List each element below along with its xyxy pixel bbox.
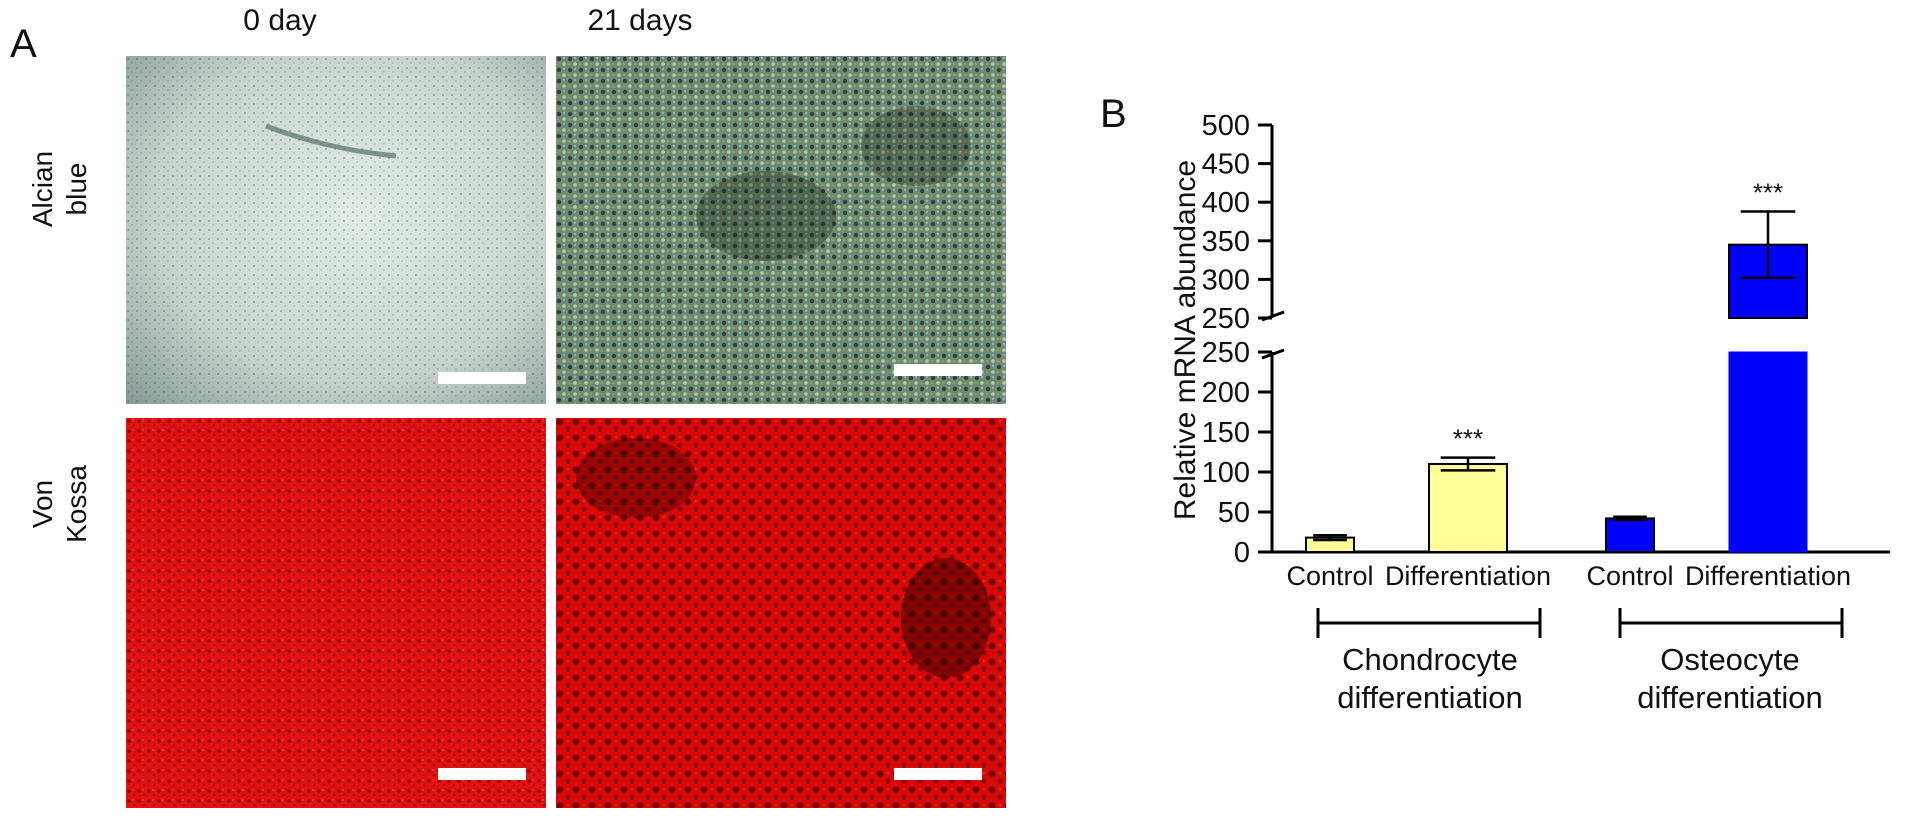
column-title-day0: 0 day bbox=[243, 4, 317, 37]
bar-lower-segment bbox=[1728, 351, 1808, 553]
micrograph-von-kossa-day21 bbox=[556, 418, 1006, 808]
y-tick-label: 400 bbox=[1202, 187, 1250, 219]
row-label-vonkossa-line1: Von bbox=[27, 479, 58, 529]
y-tick-label: 450 bbox=[1202, 149, 1250, 181]
panel-b-letter: B bbox=[1100, 92, 1127, 136]
micrograph-von-kossa-day21-image bbox=[556, 418, 1006, 808]
bar bbox=[1605, 517, 1655, 553]
column-title-day21: 21 days bbox=[587, 4, 693, 37]
y-tick-label: 150 bbox=[1202, 417, 1250, 449]
y-tick-label: 100 bbox=[1202, 457, 1250, 489]
x-category-label: Control bbox=[1586, 561, 1673, 591]
scale-bar bbox=[894, 768, 982, 780]
significance-label: *** bbox=[1753, 177, 1783, 207]
group-label-osteocyte-line1: Osteocyte bbox=[1660, 642, 1800, 677]
significance-label: *** bbox=[1453, 424, 1483, 454]
row-label-alcian-line1: Alcian bbox=[27, 150, 58, 228]
scale-bar bbox=[438, 372, 526, 384]
scale-bar bbox=[894, 364, 982, 376]
panel-a-letter: A bbox=[10, 22, 37, 66]
y-tick-label: 350 bbox=[1202, 226, 1250, 258]
group-bracket-osteocyte bbox=[1618, 608, 1844, 638]
micrograph-alcian-blue-day21 bbox=[556, 56, 1006, 404]
row-label-von-kossa: Von Kossa bbox=[26, 404, 94, 604]
y-axis-label: Relative mRNA abundance bbox=[1169, 160, 1202, 520]
group-label-chondrocyte-line1: Chondrocyte bbox=[1342, 642, 1518, 677]
micrograph-alcian-blue-day0-image bbox=[126, 56, 546, 404]
micrograph-alcian-blue-day21-image bbox=[556, 56, 1006, 404]
scale-bar bbox=[438, 768, 526, 780]
row-label-alcian-blue: Alcian blue bbox=[26, 89, 94, 289]
micrograph-von-kossa-day0-image bbox=[126, 418, 546, 808]
y-tick-label: 0 bbox=[1234, 537, 1250, 569]
micrograph-von-kossa-day0 bbox=[126, 418, 546, 808]
y-tick-label: 500 bbox=[1202, 110, 1250, 142]
micrograph-alcian-blue-day0 bbox=[126, 56, 546, 404]
y-tick-label: 200 bbox=[1202, 377, 1250, 409]
y-tick-label: 300 bbox=[1202, 264, 1250, 296]
row-label-alcian-line2: blue bbox=[61, 162, 92, 216]
group-bracket-chondrocyte bbox=[1316, 608, 1542, 638]
y-tick-label: 250 bbox=[1202, 337, 1250, 369]
x-category-label: Control bbox=[1286, 561, 1373, 591]
y-tick-label: 250 bbox=[1202, 303, 1250, 335]
bar bbox=[1428, 463, 1508, 553]
bar-chart: 0 50 100 150 200 250 250 300 350 400 450 500 Relat… bbox=[1169, 110, 1890, 715]
axis-break-mark bbox=[1261, 348, 1285, 360]
x-category-label: Differentiation bbox=[1685, 561, 1851, 591]
x-category-label: Differentiation bbox=[1385, 561, 1551, 591]
group-label-osteocyte-line2: differentiation bbox=[1637, 680, 1823, 715]
y-axis: 0 50 100 150 200 250 250 300 350 400 450 500 bbox=[1202, 110, 1285, 569]
row-label-vonkossa-line2: Kossa bbox=[61, 465, 92, 543]
y-tick-label: 50 bbox=[1218, 497, 1250, 529]
group-label-chondrocyte-line2: differentiation bbox=[1337, 680, 1523, 715]
